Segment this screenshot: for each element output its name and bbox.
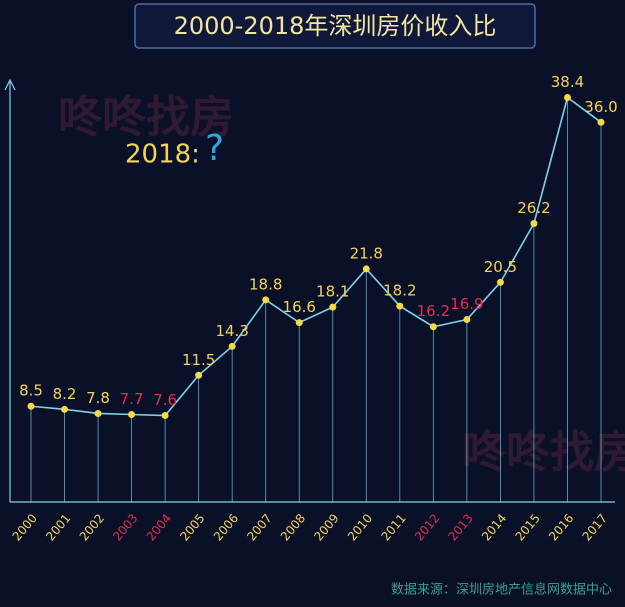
annotation: 2018: bbox=[125, 140, 200, 170]
chart-title: 2000-2018年深圳房价收入比 bbox=[174, 12, 497, 40]
point bbox=[262, 296, 270, 304]
line bbox=[30, 96, 602, 417]
value-label: 18.2 bbox=[383, 282, 416, 300]
watermark: 咚咚找房 bbox=[462, 427, 625, 478]
value-label: 26.2 bbox=[517, 199, 550, 217]
point bbox=[530, 219, 538, 227]
y-axis-arrow bbox=[4, 78, 16, 91]
point bbox=[463, 316, 471, 324]
point bbox=[396, 302, 404, 310]
value-label: 16.6 bbox=[283, 298, 316, 316]
watermark: 咚咚找房 bbox=[58, 92, 234, 143]
value-label: 20.5 bbox=[484, 258, 517, 276]
title-box bbox=[134, 3, 536, 49]
value-label: 8.5 bbox=[19, 382, 43, 400]
point bbox=[161, 412, 169, 420]
value-label: 21.8 bbox=[350, 244, 383, 262]
point bbox=[228, 342, 236, 350]
point bbox=[94, 409, 102, 417]
value-label: 18.8 bbox=[249, 275, 282, 293]
point bbox=[362, 265, 370, 273]
point bbox=[329, 303, 337, 311]
point bbox=[429, 323, 437, 331]
point bbox=[61, 405, 69, 413]
value-label: 14.3 bbox=[215, 322, 248, 340]
point bbox=[496, 278, 504, 286]
value-label: 18.1 bbox=[316, 283, 349, 301]
value-label: 11.5 bbox=[182, 351, 215, 369]
value-label: 38.4 bbox=[551, 73, 584, 91]
value-label: 16.9 bbox=[450, 295, 483, 313]
point bbox=[295, 319, 303, 327]
point bbox=[27, 402, 35, 410]
point bbox=[597, 118, 605, 126]
point bbox=[563, 94, 571, 102]
source-note: 数据来源：深圳房地产信息网数据中心 bbox=[391, 582, 612, 598]
point bbox=[195, 371, 203, 379]
value-label: 7.6 bbox=[153, 391, 177, 409]
value-label: 16.2 bbox=[417, 302, 450, 320]
value-label: 36.0 bbox=[584, 98, 617, 116]
value-label: 7.7 bbox=[120, 390, 144, 408]
point bbox=[128, 410, 136, 418]
value-label: 8.2 bbox=[53, 385, 77, 403]
annotation-mark: ? bbox=[205, 128, 224, 169]
value-label: 7.8 bbox=[86, 389, 110, 407]
